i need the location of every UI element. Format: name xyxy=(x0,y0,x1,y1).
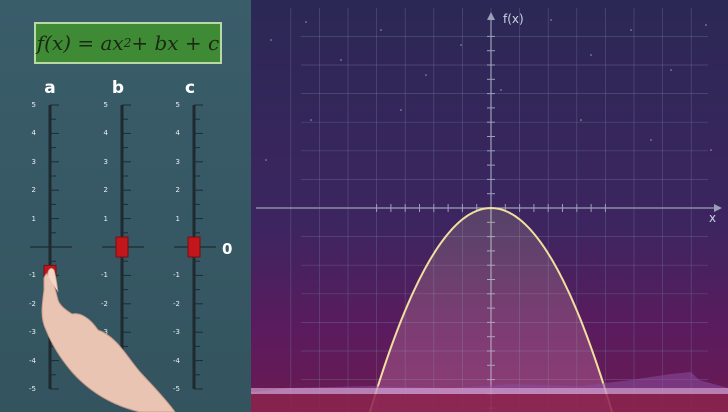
scale-label: -1 xyxy=(173,271,180,280)
star xyxy=(310,119,312,121)
slider-b[interactable] xyxy=(102,104,144,390)
scale-label: 2 xyxy=(103,186,108,195)
scale-label: 3 xyxy=(103,157,108,166)
formula-display: f(x) = ax 2 + bx + c xyxy=(34,22,222,64)
scale-label: 1 xyxy=(103,214,108,223)
scale-label: 5 xyxy=(175,101,180,109)
parabola-curve xyxy=(368,206,614,412)
star xyxy=(425,74,427,76)
x-axis-label: x xyxy=(709,211,716,225)
star xyxy=(670,69,672,71)
scale-label: 2 xyxy=(31,186,36,195)
slider-handle-c[interactable] xyxy=(187,236,201,258)
star xyxy=(550,19,552,21)
scale-label: -1 xyxy=(29,271,36,280)
scale-label: -1 xyxy=(101,271,108,280)
scale-label: -5 xyxy=(173,385,180,393)
scale-label: 4 xyxy=(175,129,180,138)
formula-exponent: 2 xyxy=(123,36,132,50)
slider-b-label: b xyxy=(111,78,125,98)
slider-c-label: c xyxy=(184,78,196,98)
horizon-glow xyxy=(251,388,728,394)
scale-label: -4 xyxy=(29,356,36,365)
scale-label: 1 xyxy=(31,214,36,223)
scale-label: 3 xyxy=(31,157,36,166)
scale-label: 5 xyxy=(31,101,36,109)
scale-label: -4 xyxy=(173,356,180,365)
zero-marker: 0 xyxy=(222,240,233,258)
scale-label: -2 xyxy=(101,299,108,308)
scale-label: 3 xyxy=(175,157,180,166)
star xyxy=(340,59,342,61)
ground xyxy=(251,394,728,412)
star xyxy=(265,159,267,161)
parabola-area xyxy=(369,208,613,412)
scale-label: 4 xyxy=(31,129,36,138)
scale-label: -4 xyxy=(101,356,108,365)
star xyxy=(270,39,272,41)
star xyxy=(305,21,307,23)
scale-label: 5 xyxy=(103,101,108,109)
star xyxy=(650,139,652,141)
star xyxy=(590,54,592,56)
star xyxy=(630,29,632,31)
scale-label: -2 xyxy=(173,299,180,308)
star xyxy=(705,24,707,26)
slider-c[interactable] xyxy=(174,104,216,390)
scale-label: -5 xyxy=(29,385,36,393)
y-axis-arrow xyxy=(487,12,495,20)
star xyxy=(400,109,402,111)
scale-label: -3 xyxy=(173,328,180,337)
star xyxy=(710,149,712,151)
slider-a[interactable] xyxy=(30,104,72,390)
scale-label: 4 xyxy=(103,129,108,138)
scale-label: -3 xyxy=(29,328,36,337)
formula-text-rest: + bx + c xyxy=(131,31,220,55)
controls-panel: f(x) = ax 2 + bx + c a b c 5 4 3 2 1 -1 -2 -3 -4-… xyxy=(0,0,251,412)
y-axis-label: f(x) xyxy=(503,12,524,26)
scale-label: 2 xyxy=(175,186,180,195)
star xyxy=(500,89,502,91)
scale-label: 1 xyxy=(175,214,180,223)
star xyxy=(460,44,462,46)
slider-tracks xyxy=(30,104,216,390)
star xyxy=(380,29,382,31)
slider-handle-a[interactable] xyxy=(43,264,57,286)
slider-a-label: a xyxy=(44,78,56,98)
function-graph: f(x) x xyxy=(251,0,728,412)
scale-label: -2 xyxy=(29,299,36,308)
slider-handle-b[interactable] xyxy=(115,236,129,258)
formula-text: f(x) = ax xyxy=(36,31,124,55)
scale-label: -5 xyxy=(101,385,108,393)
scale-label: -3 xyxy=(101,328,108,337)
star xyxy=(580,119,582,121)
starfield xyxy=(265,19,712,161)
x-axis-arrow xyxy=(714,204,722,212)
